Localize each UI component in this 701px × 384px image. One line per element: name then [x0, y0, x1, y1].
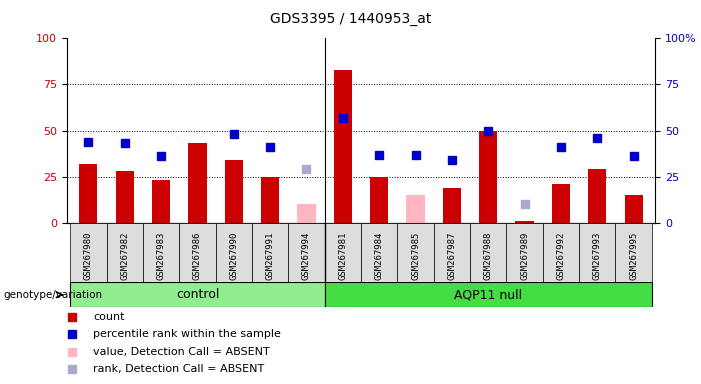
Text: AQP11 null: AQP11 null [454, 288, 522, 301]
Text: GSM267989: GSM267989 [520, 232, 529, 280]
Text: GSM267985: GSM267985 [411, 232, 420, 280]
Bar [79, 164, 97, 223]
Text: GSM267990: GSM267990 [229, 232, 238, 280]
Bar [370, 177, 388, 223]
Bar [552, 184, 570, 223]
Bar [515, 221, 533, 223]
Text: GSM267988: GSM267988 [484, 232, 493, 280]
Text: GSM267993: GSM267993 [593, 232, 601, 280]
Bar [543, 223, 579, 282]
Text: rank, Detection Call = ABSENT: rank, Detection Call = ABSENT [93, 364, 264, 374]
Bar [334, 70, 352, 223]
Bar [361, 223, 397, 282]
Text: GSM267984: GSM267984 [375, 232, 383, 280]
Bar [70, 282, 325, 307]
Text: GSM267982: GSM267982 [121, 232, 129, 280]
Bar [261, 177, 279, 223]
Bar [179, 223, 216, 282]
Bar [579, 223, 615, 282]
Text: count: count [93, 312, 125, 322]
Bar [216, 223, 252, 282]
Bar [588, 169, 606, 223]
Bar [297, 204, 315, 223]
Bar [397, 223, 434, 282]
Text: GSM267991: GSM267991 [266, 232, 275, 280]
Bar [225, 160, 243, 223]
Bar [116, 171, 134, 223]
Bar [443, 188, 461, 223]
Text: GSM267987: GSM267987 [447, 232, 456, 280]
Text: GSM267983: GSM267983 [156, 232, 165, 280]
Bar [288, 223, 325, 282]
Bar [325, 223, 361, 282]
Bar [325, 282, 652, 307]
Bar [434, 223, 470, 282]
Text: GSM267992: GSM267992 [557, 232, 566, 280]
Bar [152, 180, 170, 223]
Bar [189, 144, 207, 223]
Text: GSM267981: GSM267981 [339, 232, 347, 280]
Bar [107, 223, 143, 282]
Bar [470, 223, 506, 282]
Text: GSM267980: GSM267980 [84, 232, 93, 280]
Text: genotype/variation: genotype/variation [4, 290, 102, 300]
Text: GSM267994: GSM267994 [302, 232, 311, 280]
Bar [625, 195, 643, 223]
Bar [252, 223, 288, 282]
Text: GSM267995: GSM267995 [629, 232, 638, 280]
Bar [407, 195, 425, 223]
Bar [479, 131, 497, 223]
Bar [615, 223, 652, 282]
Bar [143, 223, 179, 282]
Text: value, Detection Call = ABSENT: value, Detection Call = ABSENT [93, 347, 270, 357]
Text: percentile rank within the sample: percentile rank within the sample [93, 329, 281, 339]
Text: GSM267986: GSM267986 [193, 232, 202, 280]
Bar [70, 223, 107, 282]
Text: control: control [176, 288, 219, 301]
Text: GDS3395 / 1440953_at: GDS3395 / 1440953_at [270, 12, 431, 25]
Bar [506, 223, 543, 282]
